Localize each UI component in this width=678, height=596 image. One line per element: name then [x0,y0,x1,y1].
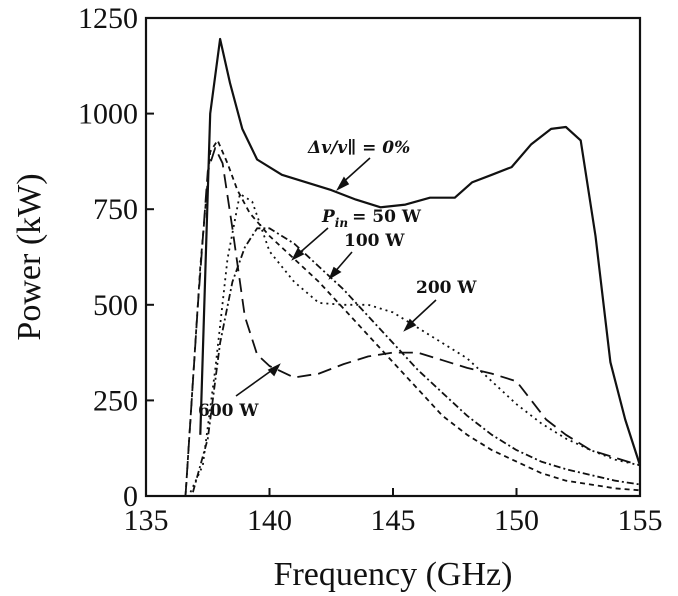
series-dotted-line [189,193,641,493]
annotation-100w: 100 W [344,231,405,251]
arrowhead-50w [291,247,305,261]
annotation-50w-p: P [321,207,336,227]
series-solid-line [199,37,642,466]
annotation-50w-sub: in [335,216,348,230]
series-long-dash-line [184,147,641,497]
arrowhead-100w [328,266,342,280]
y-tick-label-1250: 1250 [78,2,138,35]
x-tick-label-135: 135 [124,504,169,537]
series-dash-dot-line [192,227,641,493]
annotation-200w: 200 W [416,278,477,298]
x-tick-label-140: 140 [247,504,292,537]
x-axis-label: Frequency (GHz) [274,556,513,593]
y-tick-label-0: 0 [123,480,138,513]
y-tick-label-500: 500 [93,289,138,322]
arrowhead-0-percent [336,176,350,191]
tick-label-layer: 135 140 145 150 155 0 250 500 750 1000 1250 [78,2,663,537]
x-tick-label-150: 150 [494,504,539,537]
arrow-600w [235,367,276,397]
ticks-layer [145,17,641,497]
y-tick-label-750: 750 [93,193,138,226]
arrowhead-200w [403,318,417,332]
y-tick-label-250: 250 [93,384,138,417]
x-tick-label-145: 145 [371,504,416,537]
arrowhead-600w [267,363,281,377]
x-tick-label-155: 155 [618,504,663,537]
annotation-50w: Pin = 50 W [321,207,422,230]
annotation-50w-rest: = 50 W [352,207,422,227]
series-short-dash-line [184,139,641,497]
annotation-600w: 600 W [198,401,259,421]
series-layer [184,37,642,497]
y-tick-label-1000: 1000 [78,98,138,131]
y-axis-label: Power (kW) [11,173,48,340]
annotation-0-percent: Δv/v∥ = 0% [307,138,410,158]
annotation-arrows [235,157,437,397]
